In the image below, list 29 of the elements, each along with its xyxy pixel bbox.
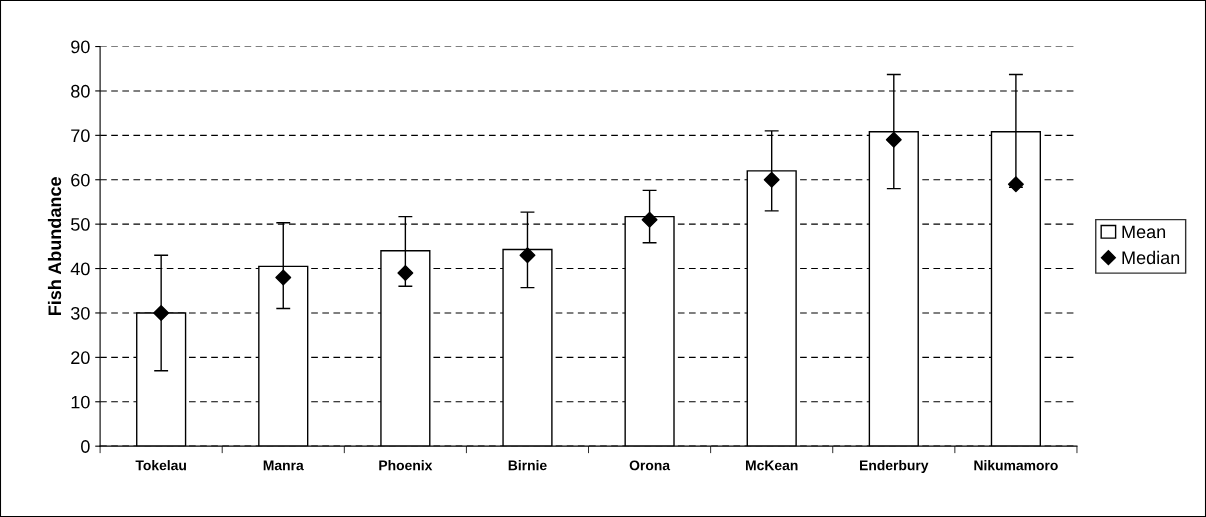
x-tick-label: Tokelau [135, 460, 186, 471]
point [641, 211, 658, 228]
y-tick-label: 0 [81, 440, 90, 453]
point [153, 304, 170, 321]
point [885, 131, 902, 148]
y-tick-label: 60 [71, 173, 90, 187]
point [397, 265, 414, 281]
x-tick-label: McKean [745, 460, 798, 471]
y-tick-label: 40 [70, 262, 90, 276]
x-tick-label: Phoenix [379, 460, 433, 471]
x-tick-label: Nikumamoro [974, 460, 1058, 471]
point [1007, 176, 1024, 193]
y-tick-label: 10 [71, 395, 90, 409]
x-tick-label: Enderbury [860, 460, 929, 474]
x-tick-label: Manra [263, 460, 304, 471]
point [275, 269, 292, 286]
y-tick-label: 90 [71, 40, 90, 54]
y-tick-label: 50 [71, 218, 90, 231]
y-tick-label: 30 [70, 306, 90, 320]
legend-label: Mean [1122, 225, 1166, 239]
legend-label: Median [1122, 250, 1180, 265]
y-tick-label: 80 [71, 84, 90, 98]
point [763, 171, 780, 188]
y-tick-label: 70 [71, 129, 90, 143]
point [519, 247, 536, 264]
y-axis-title: Fish Abundance [47, 177, 62, 316]
y-tick-label: 20 [71, 351, 90, 365]
x-tick-label: Birnie [508, 460, 547, 471]
x-tick-label: Orona [629, 460, 671, 471]
